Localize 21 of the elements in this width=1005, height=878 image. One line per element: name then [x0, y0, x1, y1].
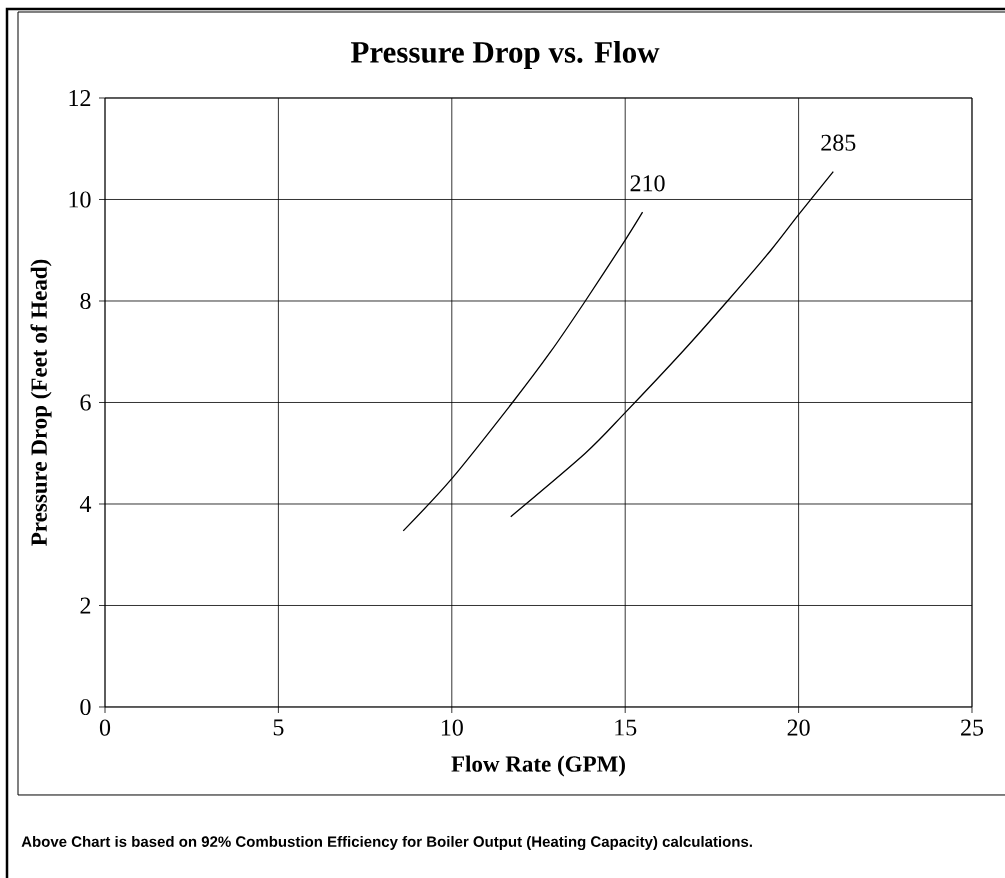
text: Above Chart is based on 92% Combustion Efficiency for Boiler Output (Heating Capacity) calculations. — [21, 835, 752, 851]
y-tick-label: 2 — [80, 597, 91, 614]
x-tick-label: 10 — [441, 719, 463, 736]
y-tick-label: 0 — [80, 698, 91, 716]
series-label: 210 — [630, 175, 665, 192]
chart-title: Pressure Drop vs. Flow — [350, 40, 660, 70]
x-tick-label: 20 — [787, 719, 810, 736]
y-tick-label: 8 — [80, 292, 91, 310]
x-tick-label: 25 — [961, 719, 984, 736]
y-tick-label: 12 — [69, 90, 91, 106]
y-tick-label: 10 — [69, 191, 91, 208]
y-tick-label: 4 — [79, 496, 92, 512]
line-series — [510, 170, 834, 518]
line-series — [402, 211, 644, 532]
x-tick-label: 0 — [99, 719, 111, 736]
y-tick-label: 6 — [80, 394, 91, 411]
series-label: 285 — [821, 134, 856, 151]
x-tick-label: 5 — [273, 719, 284, 736]
y-axis-title: Pressure Drop (Feet of Head) — [30, 259, 52, 546]
x-axis-title: Flow Rate (GPM) — [451, 755, 625, 777]
x-tick-label: 15 — [615, 719, 637, 736]
